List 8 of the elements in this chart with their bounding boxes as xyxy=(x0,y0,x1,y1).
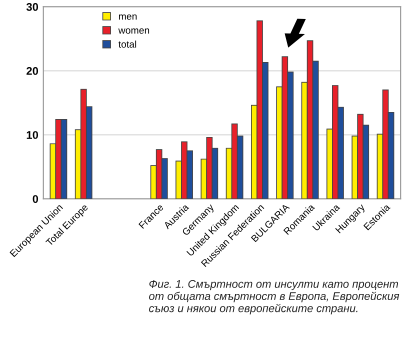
y-tick-label: 20 xyxy=(26,67,38,75)
y-tick-label: 30 xyxy=(26,3,38,11)
y-tick-label: 0 xyxy=(32,195,38,203)
legend-label: men xyxy=(118,14,137,20)
legend-label: women xyxy=(118,28,150,34)
y-tick-label: 10 xyxy=(26,131,38,139)
legend-label: total xyxy=(118,40,136,48)
text: Фиг. 1. Смъртност от инсулти като процент от общата смъртност в Европа, Европейския съюз и някои от европейските страни. xyxy=(149,280,400,314)
